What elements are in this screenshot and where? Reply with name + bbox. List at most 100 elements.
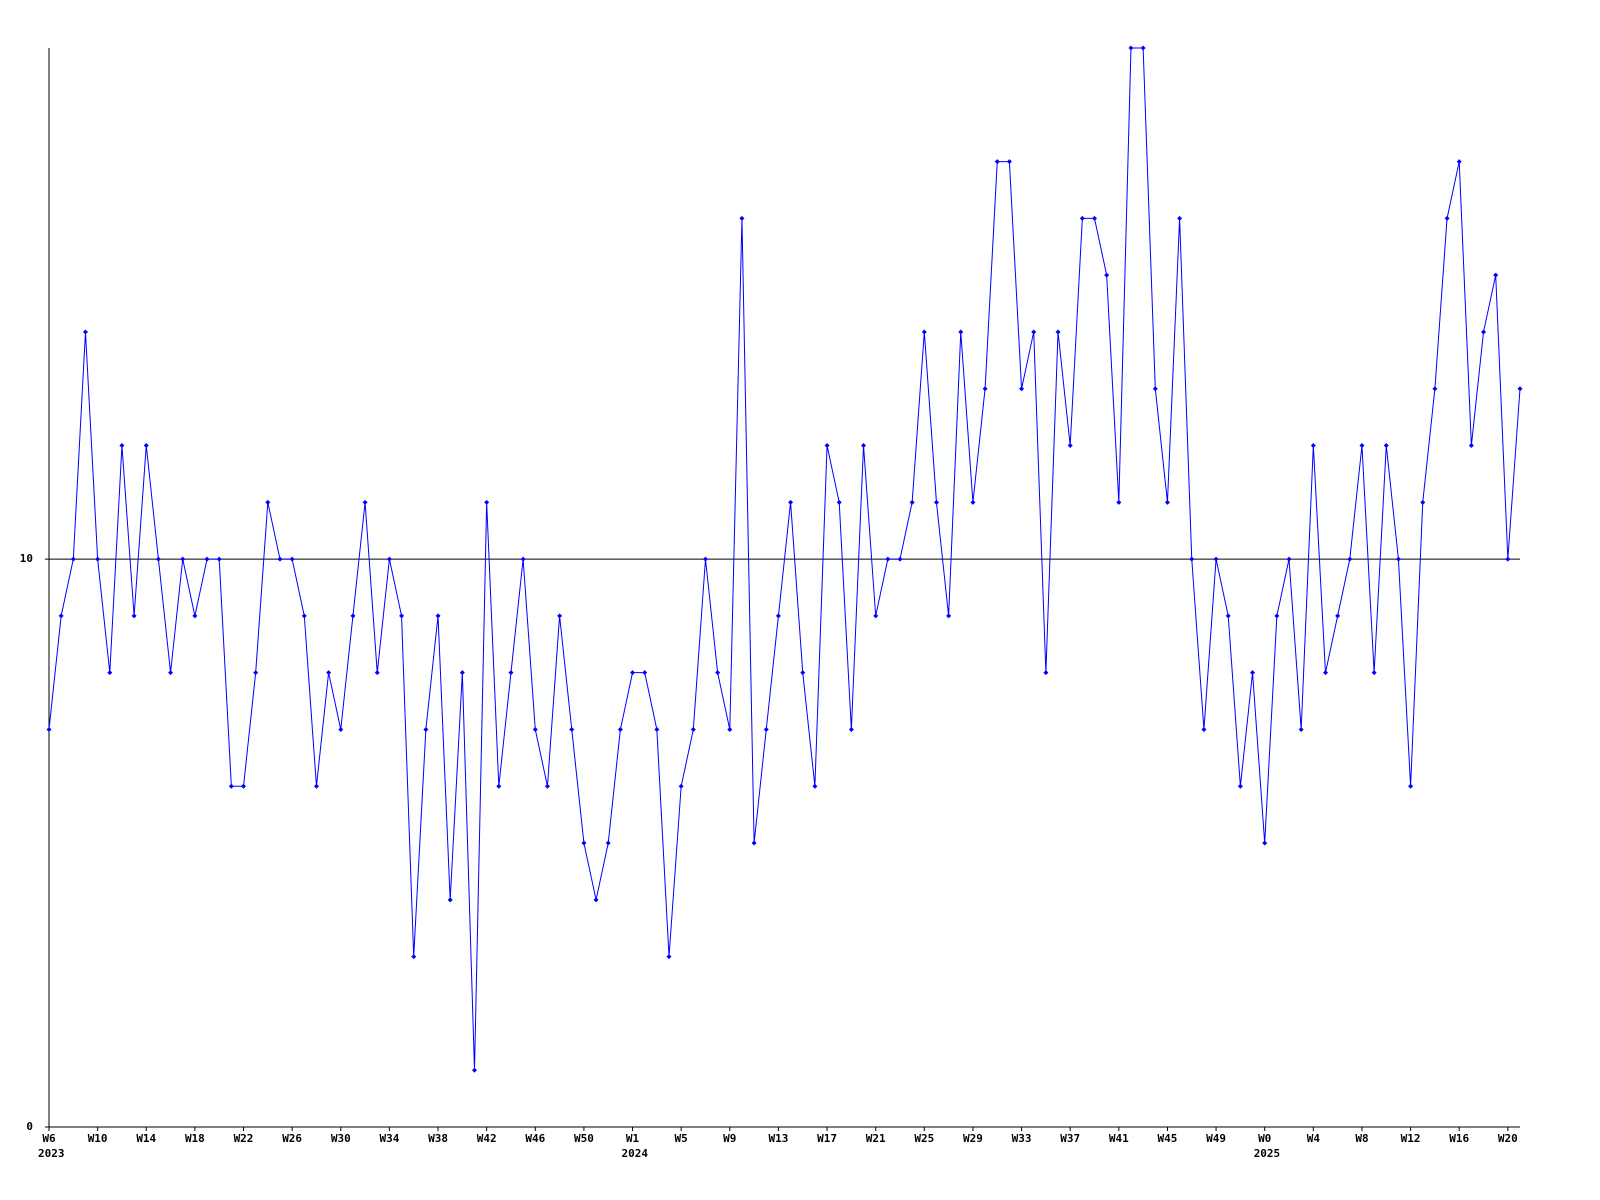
data-point xyxy=(1128,45,1134,51)
data-point xyxy=(253,670,259,676)
data-point xyxy=(1298,726,1304,732)
x-tick-label: W6 xyxy=(42,1132,56,1145)
x-tick-label: W12 xyxy=(1401,1132,1421,1145)
x-tick-label: W37 xyxy=(1060,1132,1080,1145)
x-tick-label: W26 xyxy=(282,1132,302,1145)
data-point xyxy=(1517,386,1523,392)
data-point xyxy=(690,726,696,732)
data-point xyxy=(617,726,623,732)
data-point xyxy=(642,670,648,676)
x-tick-label: W22 xyxy=(234,1132,254,1145)
data-point xyxy=(155,556,161,562)
x-tick-label: W42 xyxy=(477,1132,497,1145)
data-point xyxy=(921,329,927,335)
data-point xyxy=(1164,499,1170,505)
data-point xyxy=(1286,556,1292,562)
data-point xyxy=(1116,499,1122,505)
data-point xyxy=(228,783,234,789)
data-point xyxy=(678,783,684,789)
x-tick-label: W34 xyxy=(379,1132,399,1145)
data-point xyxy=(1371,670,1377,676)
data-point xyxy=(289,556,295,562)
data-point xyxy=(1432,386,1438,392)
data-point xyxy=(277,556,283,562)
data-point xyxy=(569,726,575,732)
data-point xyxy=(1383,443,1389,449)
data-point xyxy=(702,556,708,562)
data-point xyxy=(1237,783,1243,789)
y-tick-label: 0 xyxy=(26,1120,33,1133)
data-point xyxy=(435,613,441,619)
x-tick-label: W1 xyxy=(626,1132,640,1145)
data-point xyxy=(763,726,769,732)
data-point xyxy=(1359,443,1365,449)
data-point xyxy=(1505,556,1511,562)
data-point xyxy=(1043,670,1049,676)
data-point xyxy=(1177,215,1183,221)
data-point xyxy=(265,499,271,505)
data-point xyxy=(192,613,198,619)
x-tick-label: W9 xyxy=(723,1132,736,1145)
x-tick-label: W49 xyxy=(1206,1132,1226,1145)
x-tick-label: W41 xyxy=(1109,1132,1129,1145)
data-point xyxy=(933,499,939,505)
data-point xyxy=(812,783,818,789)
data-point xyxy=(58,613,64,619)
data-point xyxy=(715,670,721,676)
data-point xyxy=(1347,556,1353,562)
data-point xyxy=(82,329,88,335)
data-point xyxy=(1468,443,1474,449)
data-point xyxy=(861,443,867,449)
data-point xyxy=(1335,613,1341,619)
data-point xyxy=(386,556,392,562)
data-point xyxy=(362,499,368,505)
x-tick-label: W30 xyxy=(331,1132,351,1145)
data-point xyxy=(301,613,307,619)
x-tick-label: W33 xyxy=(1012,1132,1032,1145)
data-point xyxy=(1019,386,1025,392)
data-point xyxy=(1140,45,1146,51)
data-point xyxy=(374,670,380,676)
data-point xyxy=(1092,215,1098,221)
data-point xyxy=(143,443,149,449)
data-point xyxy=(241,783,247,789)
x-tick-label: W14 xyxy=(136,1132,156,1145)
data-point xyxy=(204,556,210,562)
data-point xyxy=(1225,613,1231,619)
data-point xyxy=(788,499,794,505)
data-point xyxy=(350,613,356,619)
data-point xyxy=(982,386,988,392)
data-point xyxy=(1408,783,1414,789)
data-point xyxy=(666,954,672,960)
data-point xyxy=(326,670,332,676)
x-tick-label: W16 xyxy=(1449,1132,1469,1145)
data-point xyxy=(131,613,137,619)
data-point xyxy=(1493,272,1499,278)
x-year-label: 2025 xyxy=(1254,1147,1281,1160)
data-point xyxy=(970,499,976,505)
data-line xyxy=(48,47,1521,1071)
data-point xyxy=(1079,215,1085,221)
x-tick-label: W4 xyxy=(1307,1132,1321,1145)
x-tick-label: W8 xyxy=(1355,1132,1368,1145)
data-point xyxy=(739,215,745,221)
x-tick-label: W17 xyxy=(817,1132,837,1145)
data-point xyxy=(95,556,101,562)
data-point xyxy=(338,726,344,732)
data-point xyxy=(532,726,538,732)
data-point xyxy=(447,897,453,903)
data-point xyxy=(1250,670,1256,676)
data-point xyxy=(1067,443,1073,449)
data-point xyxy=(1274,613,1280,619)
data-point xyxy=(168,670,174,676)
data-point xyxy=(216,556,222,562)
data-point xyxy=(1322,670,1328,676)
data-point xyxy=(107,670,113,676)
data-point xyxy=(1055,329,1061,335)
data-point xyxy=(751,840,757,846)
data-point xyxy=(399,613,405,619)
data-point xyxy=(70,556,76,562)
data-point xyxy=(1444,215,1450,221)
data-point xyxy=(46,726,52,732)
